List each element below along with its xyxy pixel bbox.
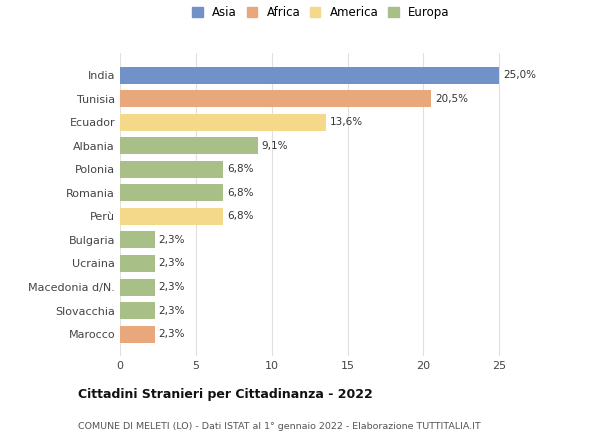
Text: 2,3%: 2,3% — [158, 305, 185, 315]
Bar — [120, 302, 155, 319]
Text: 6,8%: 6,8% — [227, 188, 253, 198]
Bar — [120, 90, 431, 107]
Text: 2,3%: 2,3% — [158, 282, 185, 292]
Bar — [120, 255, 155, 272]
Text: 2,3%: 2,3% — [158, 258, 185, 268]
Text: 2,3%: 2,3% — [158, 235, 185, 245]
Text: 20,5%: 20,5% — [435, 94, 468, 104]
Text: 6,8%: 6,8% — [227, 164, 253, 174]
Bar — [120, 208, 223, 225]
Text: 13,6%: 13,6% — [330, 117, 363, 127]
Text: 2,3%: 2,3% — [158, 329, 185, 339]
Bar — [120, 326, 155, 343]
Bar — [120, 279, 155, 296]
Bar — [120, 161, 223, 178]
Text: 9,1%: 9,1% — [262, 141, 289, 151]
Bar — [120, 114, 326, 131]
Bar — [120, 66, 499, 84]
Text: 25,0%: 25,0% — [503, 70, 536, 80]
Legend: Asia, Africa, America, Europa: Asia, Africa, America, Europa — [190, 4, 452, 22]
Text: Cittadini Stranieri per Cittadinanza - 2022: Cittadini Stranieri per Cittadinanza - 2… — [78, 388, 373, 401]
Text: 6,8%: 6,8% — [227, 211, 253, 221]
Bar — [120, 231, 155, 249]
Text: COMUNE DI MELETI (LO) - Dati ISTAT al 1° gennaio 2022 - Elaborazione TUTTITALIA.: COMUNE DI MELETI (LO) - Dati ISTAT al 1°… — [78, 422, 481, 431]
Bar — [120, 137, 258, 154]
Bar — [120, 184, 223, 202]
